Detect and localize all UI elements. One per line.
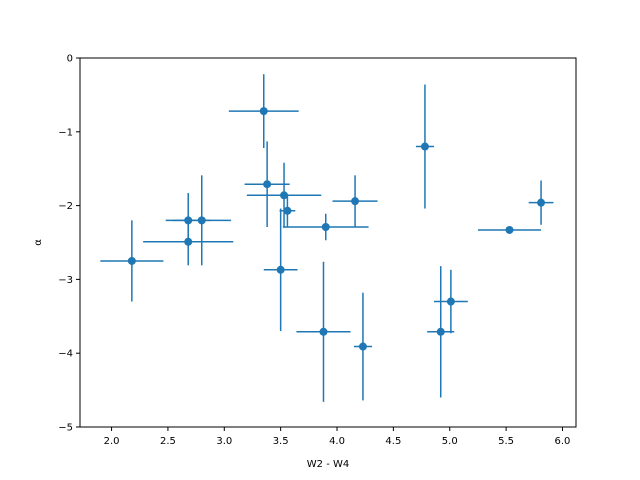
data-marker (280, 191, 289, 200)
y-tick-label: 0 (67, 54, 73, 65)
data-marker (420, 142, 429, 151)
data-marker (319, 327, 328, 336)
x-tick-label: 4.0 (329, 436, 345, 447)
data-marker (505, 225, 514, 234)
x-tick-label: 3.5 (273, 436, 289, 447)
data-marker (259, 107, 268, 116)
data-marker (358, 342, 367, 351)
data-marker (321, 223, 330, 232)
data-point-1 (100, 220, 164, 302)
data-point-11 (282, 213, 369, 241)
data-point-12 (332, 175, 378, 228)
y-tick-label: −4 (58, 349, 73, 360)
data-marker (127, 256, 136, 265)
data-marker (184, 237, 193, 246)
data-point-9 (279, 194, 296, 228)
data-marker (197, 216, 206, 225)
data-marker (283, 206, 292, 215)
data-marker (537, 198, 546, 207)
data-point-7 (263, 208, 298, 332)
data-point-6 (244, 141, 290, 228)
plot-area (100, 74, 554, 402)
data-point-17 (477, 225, 542, 234)
data-point-8 (246, 162, 322, 228)
x-tick-label: 3.0 (216, 436, 232, 447)
y-axis-label: α (33, 239, 44, 246)
data-point-3 (143, 218, 234, 266)
data-point-4 (172, 175, 232, 266)
x-axis-label: W2 - W4 (307, 459, 349, 470)
data-point-15 (427, 266, 455, 398)
y-axis-ticks: 0 −1 −2 −3 −4 −5 (58, 54, 80, 434)
y-tick-label: −5 (58, 423, 73, 434)
data-marker (263, 180, 272, 189)
axes-frame (79, 57, 577, 428)
data-marker (276, 265, 285, 274)
data-marker (446, 297, 455, 306)
data-point-5 (228, 74, 299, 149)
data-point-13 (353, 292, 372, 401)
data-point-10 (296, 261, 351, 402)
data-point-16 (433, 269, 468, 334)
x-tick-label: 4.5 (385, 436, 401, 447)
x-tick-label: 2.5 (160, 436, 176, 447)
y-tick-label: −1 (58, 127, 73, 138)
x-tick-label: 5.5 (498, 436, 514, 447)
data-point-14 (415, 84, 434, 209)
x-tick-label: 2.0 (104, 436, 120, 447)
x-tick-label: 5.0 (442, 436, 458, 447)
y-tick-label: −2 (58, 201, 73, 212)
data-marker (436, 327, 445, 336)
data-marker (351, 197, 360, 206)
x-axis-ticks: 2.0 2.5 3.0 3.5 4.0 4.5 5.0 5.5 6.0 (104, 427, 571, 447)
y-tick-label: −3 (58, 275, 73, 286)
x-tick-label: 6.0 (555, 436, 571, 447)
data-point-18 (528, 180, 554, 225)
